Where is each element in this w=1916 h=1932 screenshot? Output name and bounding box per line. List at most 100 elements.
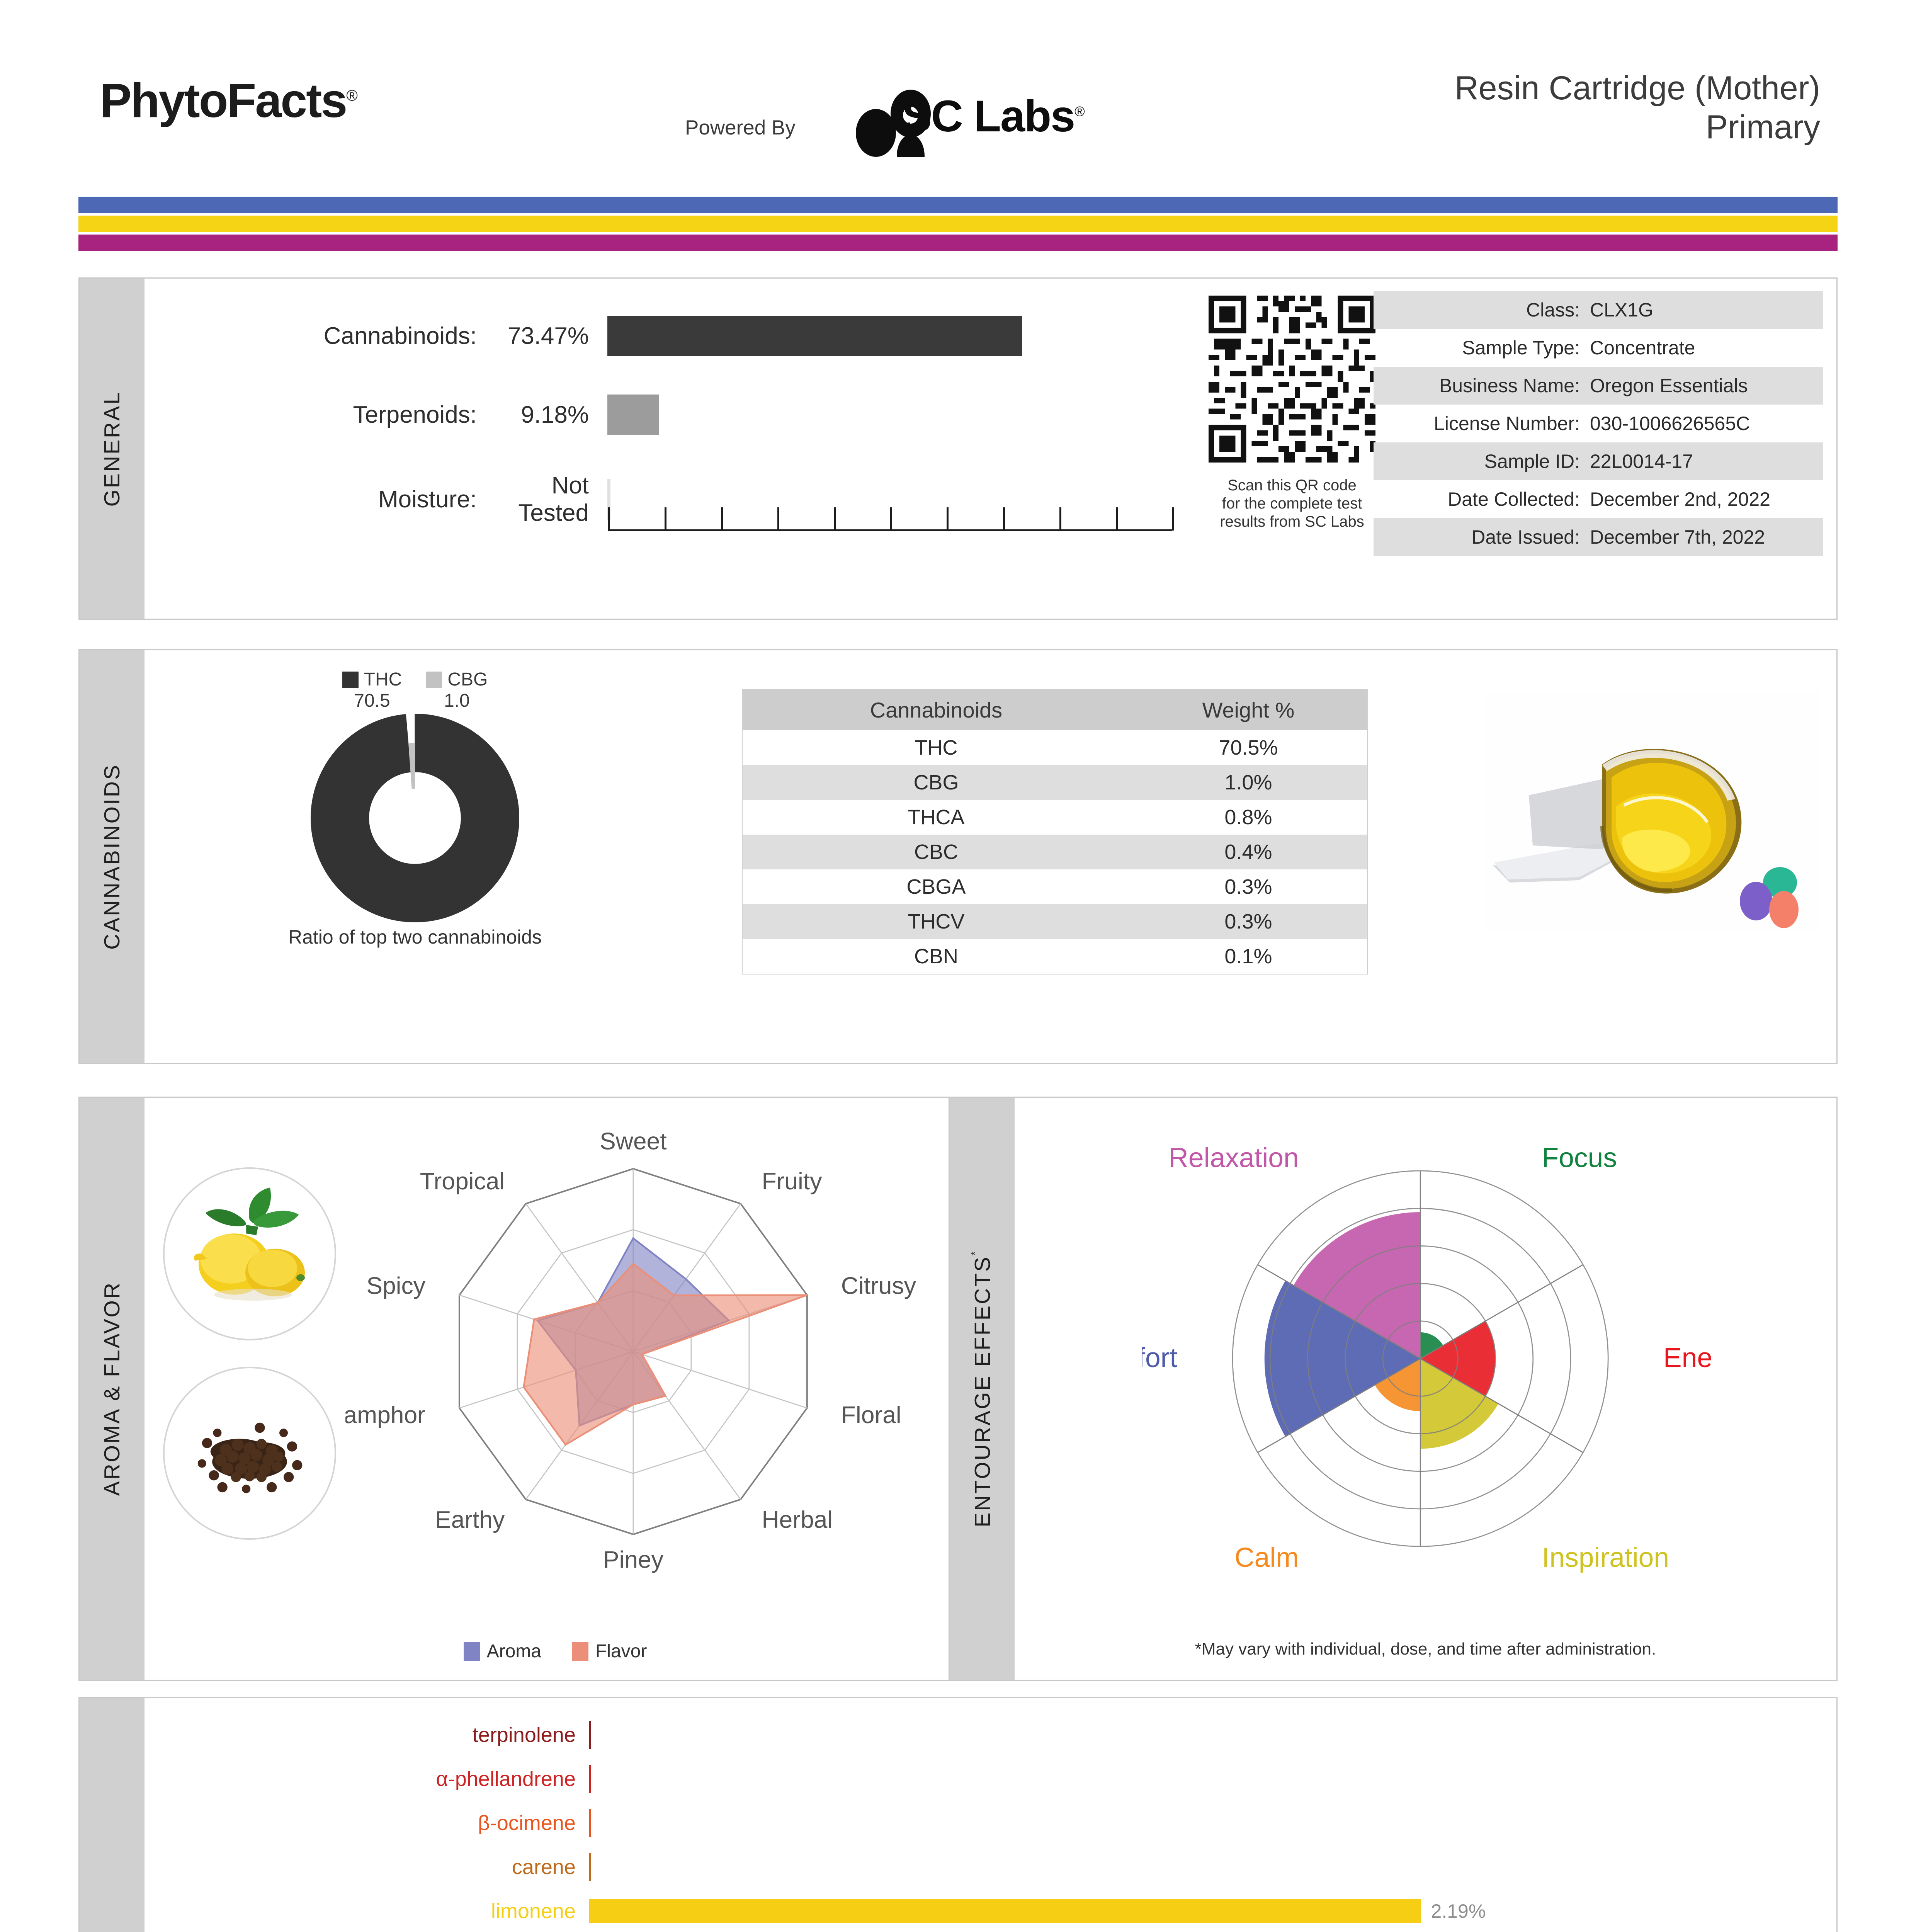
qr-caption-l2: for the complete test xyxy=(1222,495,1362,512)
entourage-body: Focus Energy Inspiration Calm Comfort Relaxat… xyxy=(1015,1098,1836,1680)
sample-info-value: CLX1G xyxy=(1590,299,1653,321)
axis-tick xyxy=(890,507,892,531)
general-row: Cannabinoids: 73.47% xyxy=(145,316,1022,356)
phytoprint-body: terpinolene α-phellandrene β-ocimene carene… xyxy=(145,1698,1836,1932)
cannabinoids-table: Cannabinoids Weight % THC 70.5% CBG 1.0% THC… xyxy=(742,689,1368,975)
radar-axis-label: Spicy xyxy=(366,1273,425,1299)
radar-axis-label: Tropical xyxy=(420,1168,505,1195)
table-row: CBC 0.4% xyxy=(743,835,1367,869)
table-row: CBN 0.1% xyxy=(743,939,1367,974)
terpene-bar-zone xyxy=(589,1801,1836,1845)
legend-label: Aroma xyxy=(486,1641,541,1662)
terpene-label: terpinolene xyxy=(472,1723,576,1747)
cannabinoids-table-header: Cannabinoids Weight % xyxy=(743,690,1367,730)
terpene-bar xyxy=(589,1853,591,1881)
general-axis xyxy=(608,507,1174,531)
rose-sector-inspiration xyxy=(1420,1359,1499,1449)
general-row-label: Cannabinoids: xyxy=(323,323,477,349)
radar-axis-label: Piney xyxy=(603,1546,664,1573)
sample-info-key: License Number: xyxy=(1434,413,1580,434)
sc-labs-logo-icon xyxy=(856,90,931,157)
phytoprint-section-label: PHYTOPRINT® xyxy=(80,1698,145,1932)
sc-labs-registered-mark: ® xyxy=(1074,103,1085,119)
table-row: THCA 0.8% xyxy=(743,800,1367,835)
sc-labs-name: SC Labs xyxy=(902,92,1075,141)
axis-tick xyxy=(1172,507,1174,531)
entourage-section-label: ENTOURAGE EFFECTS* xyxy=(950,1098,1015,1680)
aroma-flavor-panel: AROMA & FLAVOR xyxy=(78,1097,967,1681)
sample-info-row: Sample Type: Concentrate xyxy=(1374,329,1823,367)
sample-info-row: Date Issued: December 7th, 2022 xyxy=(1374,518,1823,556)
general-row-label: Moisture: xyxy=(378,486,477,513)
rose-grid xyxy=(1232,1170,1609,1547)
sample-info-value: 22L0014-17 xyxy=(1590,451,1693,472)
cannabinoids-table-body: THC 70.5% CBG 1.0% THCA 0.8% CBC 0.4% CBGA 0.3% TH… xyxy=(743,730,1367,974)
sample-info-value: December 2nd, 2022 xyxy=(1590,488,1770,510)
axis-tick xyxy=(1003,507,1005,531)
table-row: THC 70.5% xyxy=(743,730,1367,765)
legend-label: CBG xyxy=(447,669,488,690)
phytoprint-panel: PHYTOPRINT® terpinolene α-phellandrene β-o… xyxy=(78,1697,1838,1932)
terpene-bar xyxy=(589,1899,1421,1923)
rose-sector-relaxation xyxy=(1293,1212,1421,1359)
cannabinoid-name: CBC xyxy=(914,840,958,864)
rose-axis-label: Calm xyxy=(1234,1542,1299,1573)
donut-legend: THC 70.5 CBG 1.0 xyxy=(195,669,635,711)
aroma-reference-images xyxy=(163,1167,336,1566)
sample-info-key: Date Collected: xyxy=(1448,488,1580,510)
sample-info-value: Concentrate xyxy=(1590,337,1695,359)
qr-caption-l1: Scan this QR code xyxy=(1227,477,1357,494)
axis-tick xyxy=(608,507,610,531)
cannabinoid-weight: 0.3% xyxy=(1224,910,1272,933)
table-row: CBGA 0.3% xyxy=(743,869,1367,904)
aroma-flavor-legend: Aroma Flavor xyxy=(145,1641,966,1662)
radar-axis-label: Fruity xyxy=(762,1168,822,1195)
radar-axis-label: Floral xyxy=(841,1402,901,1429)
qr-caption-l3: results from SC Labs xyxy=(1220,513,1364,531)
axis-tick xyxy=(1116,507,1118,531)
product-photo xyxy=(1486,691,1819,930)
aroma-legend-item: Aroma xyxy=(463,1641,541,1662)
rose-axis-label: Relaxation xyxy=(1168,1143,1299,1173)
legend-label: Flavor xyxy=(595,1641,647,1662)
sample-info-key: Class: xyxy=(1526,299,1580,321)
peppercorn-icon xyxy=(197,1422,303,1493)
cannabinoid-weight: 0.3% xyxy=(1224,875,1272,898)
radar-axis-label: Citrusy xyxy=(841,1273,916,1299)
col-header-weight: Weight % xyxy=(1202,698,1295,722)
terpene-bar xyxy=(589,1809,591,1837)
rose-sectors xyxy=(1264,1212,1499,1449)
sample-info-value: December 7th, 2022 xyxy=(1590,526,1765,548)
sample-info-key: Date Issued: xyxy=(1471,526,1580,548)
lemon-image-circle xyxy=(163,1167,336,1340)
radar-axis-labels: Sweet Fruity Citrusy Floral Herbal Piney Earth… xyxy=(345,1128,916,1573)
aroma-flavor-radar-chart: Sweet Fruity Citrusy Floral Herbal Piney Earth… xyxy=(345,1128,916,1573)
rose-axis-label: Inspiration xyxy=(1542,1542,1669,1573)
aroma-section-label: AROMA & FLAVOR xyxy=(80,1098,145,1680)
cannabinoid-name: THC xyxy=(915,736,958,759)
terpene-row: α-phellandrene xyxy=(145,1757,1836,1801)
axis-tick xyxy=(721,507,723,531)
cannabinoid-name: CBGA xyxy=(906,875,966,898)
terpene-bar-zone xyxy=(589,1845,1836,1889)
qr-code-icon[interactable] xyxy=(1203,290,1381,468)
col-header-cannabinoids: Cannabinoids xyxy=(870,698,1003,722)
rose-spoke xyxy=(1420,1264,1583,1359)
rose-sector-focus xyxy=(1420,1332,1443,1359)
brand-registered-mark: ® xyxy=(346,87,358,104)
terpene-label: carene xyxy=(512,1855,576,1879)
qr-block: Scan this QR code for the complete test … xyxy=(1184,290,1400,531)
general-body: Cannabinoids: 73.47% Terpenoids: 9.18% Moist… xyxy=(145,279,1836,619)
entourage-effects-panel: ENTOURAGE EFFECTS* Focus Energy Inspiratio… xyxy=(949,1097,1838,1681)
radar-series-flavor xyxy=(523,1262,808,1446)
sample-info-key: Sample ID: xyxy=(1484,451,1580,472)
sample-info-row: Sample ID: 22L0014-17 xyxy=(1374,442,1823,480)
cannabinoid-weight: 0.1% xyxy=(1224,945,1272,968)
legend-label: THC xyxy=(364,669,402,690)
terpene-bar-zone: 2.19% xyxy=(589,1889,1836,1932)
general-row: Moisture: Not Tested xyxy=(145,472,610,527)
legend-swatch xyxy=(426,671,442,688)
terpene-bar xyxy=(589,1721,591,1749)
general-row-bar xyxy=(607,395,660,435)
